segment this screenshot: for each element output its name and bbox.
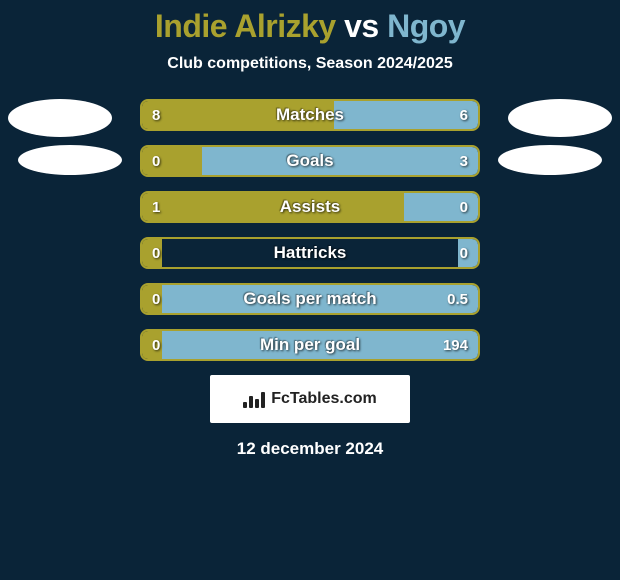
stat-row: 0194Min per goal xyxy=(140,329,480,361)
stat-label: Goals xyxy=(142,147,478,175)
subtitle: Club competitions, Season 2024/2025 xyxy=(0,55,620,73)
player1-avatar-placeholder-2 xyxy=(18,145,122,175)
stat-row: 00Hattricks xyxy=(140,237,480,269)
stat-label: Goals per match xyxy=(142,285,478,313)
comparison-card: Indie Alrizky vs Ngoy Club competitions,… xyxy=(0,0,620,459)
stat-label: Min per goal xyxy=(142,331,478,359)
stat-row: 00.5Goals per match xyxy=(140,283,480,315)
stat-row: 03Goals xyxy=(140,145,480,177)
stat-label: Matches xyxy=(142,101,478,129)
player2-name: Ngoy xyxy=(387,8,465,44)
source-badge: FcTables.com xyxy=(210,375,410,423)
stat-label: Hattricks xyxy=(142,239,478,267)
player1-avatar-placeholder xyxy=(8,99,112,137)
badge-text: FcTables.com xyxy=(271,390,377,408)
stat-bars: 86Matches 03Goals 10Assists 00Hattricks 00.5… xyxy=(140,99,480,361)
page-title: Indie Alrizky vs Ngoy xyxy=(0,8,620,45)
player2-avatar-placeholder-2 xyxy=(498,145,602,175)
vs-text: vs xyxy=(344,8,379,44)
stat-row: 86Matches xyxy=(140,99,480,131)
player2-avatar-placeholder xyxy=(508,99,612,137)
date-label: 12 december 2024 xyxy=(0,439,620,459)
stat-row: 10Assists xyxy=(140,191,480,223)
stat-label: Assists xyxy=(142,193,478,221)
stats-section: 86Matches 03Goals 10Assists 00Hattricks 00.5… xyxy=(0,99,620,361)
bar-chart-icon xyxy=(243,390,265,408)
player1-name: Indie Alrizky xyxy=(155,8,336,44)
